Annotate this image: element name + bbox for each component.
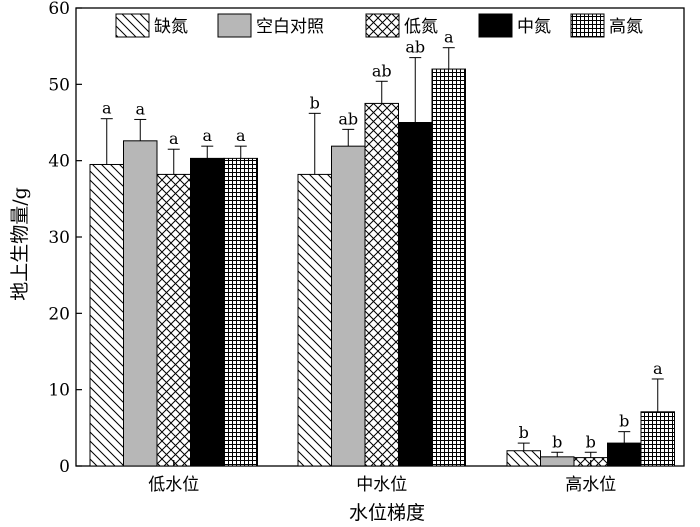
legend-label: 空白对照 [256, 17, 324, 37]
significance-label: a [444, 28, 454, 47]
y-tick-label: 50 [48, 75, 70, 95]
significance-label: b [619, 412, 629, 431]
significance-label: a [653, 359, 663, 378]
bar [223, 157, 258, 467]
bars-group [89, 68, 675, 467]
legend: 缺氮 空白对照 低氮 中氮 高氮 [115, 13, 643, 38]
legend-swatch [115, 13, 150, 38]
significance-label: a [135, 99, 145, 118]
significance-label: a [169, 129, 179, 148]
legend-swatch [570, 13, 605, 38]
significance-label: ab [338, 109, 358, 128]
legend-label: 中氮 [517, 17, 551, 37]
bar [398, 122, 433, 467]
bar [431, 68, 466, 467]
y-tick-label: 10 [48, 381, 70, 401]
y-axis: 0 10 20 30 40 50 60 [48, 0, 82, 477]
x-tick-label: 低水位 [148, 475, 199, 495]
significance-label: a [236, 126, 246, 145]
bar [331, 145, 366, 467]
x-axis-title: 水位梯度 [349, 502, 425, 524]
y-tick-label: 20 [48, 304, 70, 324]
y-tick-label: 0 [59, 457, 70, 477]
y-tick-label: 30 [48, 228, 70, 248]
bar [297, 173, 332, 467]
legend-swatch [478, 13, 513, 38]
y-tick-label: 60 [48, 0, 70, 19]
y-axis-title: 地上生物量/g [9, 187, 31, 301]
bar [506, 450, 541, 467]
bar [640, 411, 675, 467]
x-tick-label: 中水位 [356, 475, 407, 495]
significance-label: b [310, 93, 320, 112]
y-tick-label: 40 [48, 152, 70, 172]
significance-label: ab [372, 61, 392, 80]
legend-swatch [365, 13, 400, 38]
significance-label: b [519, 423, 529, 442]
error-bars-group [100, 47, 664, 458]
bar [123, 140, 158, 467]
bar [156, 173, 191, 467]
bar [89, 163, 124, 467]
significance-label: a [102, 99, 112, 118]
bar [190, 157, 225, 467]
x-tick-label: 高水位 [565, 475, 616, 495]
significance-label: a [202, 126, 212, 145]
legend-swatch [217, 13, 252, 38]
legend-label: 低氮 [404, 17, 438, 37]
x-axis: 低水位 中水位 高水位 [148, 460, 616, 495]
bar [607, 442, 642, 467]
significance-label: b [552, 432, 562, 451]
significance-label: b [586, 432, 596, 451]
legend-label: 缺氮 [154, 17, 188, 37]
significance-label: ab [405, 38, 425, 57]
bar [540, 456, 575, 467]
bar [364, 102, 399, 467]
legend-label: 高氮 [609, 17, 643, 37]
